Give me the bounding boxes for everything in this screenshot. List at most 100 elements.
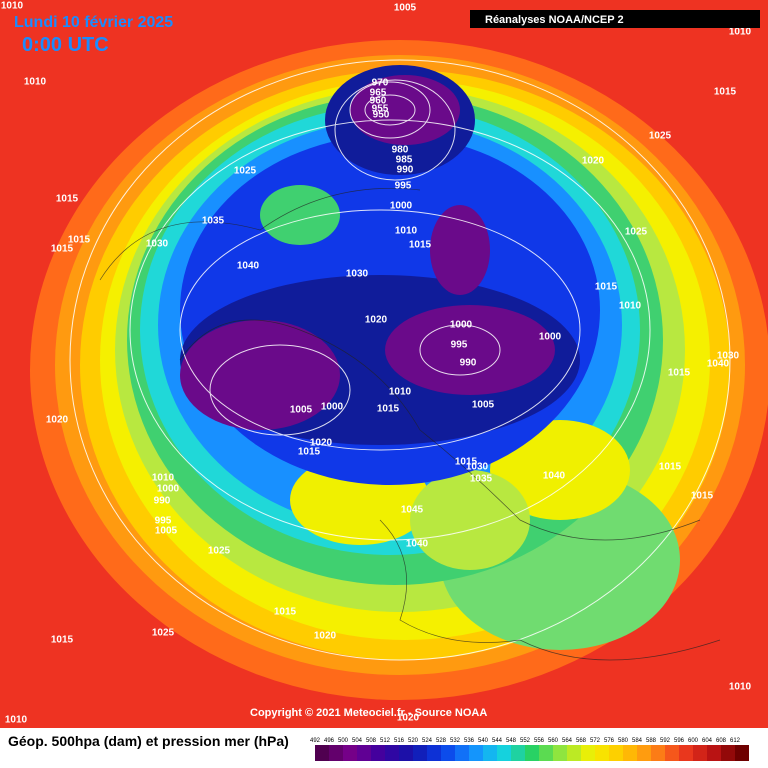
isobar-label: 1015 — [455, 457, 478, 468]
isobar-label: 1030 — [146, 239, 169, 250]
colorbar-label: 572 — [590, 738, 601, 744]
isobar-label: 1015 — [298, 447, 321, 458]
copyright: Copyright © 2021 Meteociel.fr - Source N… — [250, 707, 487, 719]
isobar-label: 1025 — [208, 546, 231, 557]
isobar-label: 1005 — [472, 400, 495, 411]
colorbar-cell — [455, 745, 469, 761]
isobar-label: 1000 — [450, 320, 473, 331]
isobar-label: 1015 — [51, 244, 74, 255]
colorbar-label: 516 — [394, 738, 405, 744]
isobar-label: 990 — [460, 358, 477, 369]
colorbar-label: 508 — [366, 738, 377, 744]
isobar-label: 1010 — [152, 473, 175, 484]
colorbar-cell — [427, 745, 441, 761]
colorbar-cell — [469, 745, 483, 761]
colorbar-cell — [483, 745, 497, 761]
isobar-label: 1010 — [729, 27, 752, 38]
isobar-label: 1010 — [1, 1, 24, 12]
colorbar-label: 524 — [422, 738, 433, 744]
isobar-label: 1025 — [234, 166, 257, 177]
isobar-label: 950 — [373, 110, 390, 121]
colorbar-label: 552 — [520, 738, 531, 744]
colorbar-label: 540 — [478, 738, 489, 744]
colorbar-cell — [735, 745, 749, 761]
date: Lundi 10 février 2025 — [14, 14, 173, 31]
height-field — [30, 40, 768, 700]
isobar-label: 1040 — [707, 359, 730, 370]
colorbar-label: 512 — [380, 738, 391, 744]
colorbar-label: 600 — [688, 738, 699, 744]
isobar-label: 1025 — [625, 227, 648, 238]
coastlines — [99, 188, 721, 661]
colorbar-label: 536 — [464, 738, 475, 744]
isobar-label: 1020 — [397, 713, 420, 724]
colorbar-label: 556 — [534, 738, 545, 744]
colorbar-label: 612 — [730, 738, 741, 744]
isobar-label: 1000 — [157, 484, 180, 495]
colorbar-label: 592 — [660, 738, 671, 744]
colorbar-cell — [567, 745, 581, 761]
colorbar-label: 500 — [338, 738, 349, 744]
isobar-label: 1010 — [24, 77, 47, 88]
isobar-label: 990 — [397, 165, 414, 176]
legend-title: Géop. 500hpa (dam) et pression mer (hPa) — [8, 733, 289, 749]
isobar-label: 1030 — [466, 462, 489, 473]
colorbar-label: 608 — [716, 738, 727, 744]
colorbar-label: 532 — [450, 738, 461, 744]
isobar-label: 1020 — [582, 156, 605, 167]
isobar-labels: 1005101010101010101510259709659609559509… — [1, 1, 752, 726]
colorbar-cell — [329, 745, 343, 761]
isobar-label: 995 — [451, 340, 468, 351]
isobar-label: 1015 — [68, 235, 91, 246]
colorbar-label: 564 — [562, 738, 573, 744]
isobar-label: 1015 — [409, 240, 432, 251]
colorbar-cell — [539, 745, 553, 761]
colorbar-cell — [441, 745, 455, 761]
isobar-label: 970 — [372, 78, 389, 89]
colorbar-label: 576 — [604, 738, 615, 744]
isobar-label: 1015 — [377, 404, 400, 415]
colorbar-cell — [413, 745, 427, 761]
isobar-label: 995 — [155, 516, 172, 527]
colorbar-label: 596 — [674, 738, 685, 744]
isobar-label: 1030 — [717, 351, 740, 362]
isobar-label: 955 — [372, 104, 389, 115]
colorbar-cell — [553, 745, 567, 761]
colorbar-cell — [679, 745, 693, 761]
isobar-label: 1015 — [714, 87, 737, 98]
isobar-label: 1035 — [202, 216, 225, 227]
isobar-label: 1040 — [543, 471, 566, 482]
colorbar-cell — [497, 745, 511, 761]
isobar-label: 1005 — [290, 405, 313, 416]
colorbar: 492 496 500 504 508 512 516 520 524 528 532 536 540 5… — [310, 738, 749, 761]
colorbar-cell — [693, 745, 707, 761]
colorbar-cell — [609, 745, 623, 761]
colorbar-label: 504 — [352, 738, 363, 744]
time: 0:00 UTC — [22, 34, 109, 56]
isobar-label: 1035 — [470, 474, 493, 485]
colorbar-label: 492 — [310, 738, 321, 744]
isobar-label: 1010 — [5, 715, 28, 726]
isobar-label: 1015 — [668, 368, 691, 379]
colorbar-label: 496 — [324, 738, 335, 744]
colorbar-label: 548 — [506, 738, 517, 744]
isobar-label: 1015 — [595, 282, 618, 293]
colorbar-label: 520 — [408, 738, 419, 744]
colorbar-cell — [357, 745, 371, 761]
colorbar-cell — [651, 745, 665, 761]
colorbar-label: 588 — [646, 738, 657, 744]
colorbar-cell — [343, 745, 357, 761]
colorbar-label: 580 — [618, 738, 629, 744]
isobar-label: 1005 — [394, 3, 417, 14]
isobar-label: 1020 — [310, 438, 333, 449]
isobar-label: 965 — [370, 88, 387, 99]
isobar-label: 1010 — [729, 682, 752, 693]
colorbar-cell — [581, 745, 595, 761]
isobar-label: 1000 — [321, 402, 344, 413]
isobar-label: 1000 — [539, 332, 562, 343]
colorbar-cell — [721, 745, 735, 761]
isobar-label: 1025 — [152, 628, 175, 639]
isobar-label: 1045 — [401, 505, 424, 516]
colorbar-label: 544 — [492, 738, 503, 744]
